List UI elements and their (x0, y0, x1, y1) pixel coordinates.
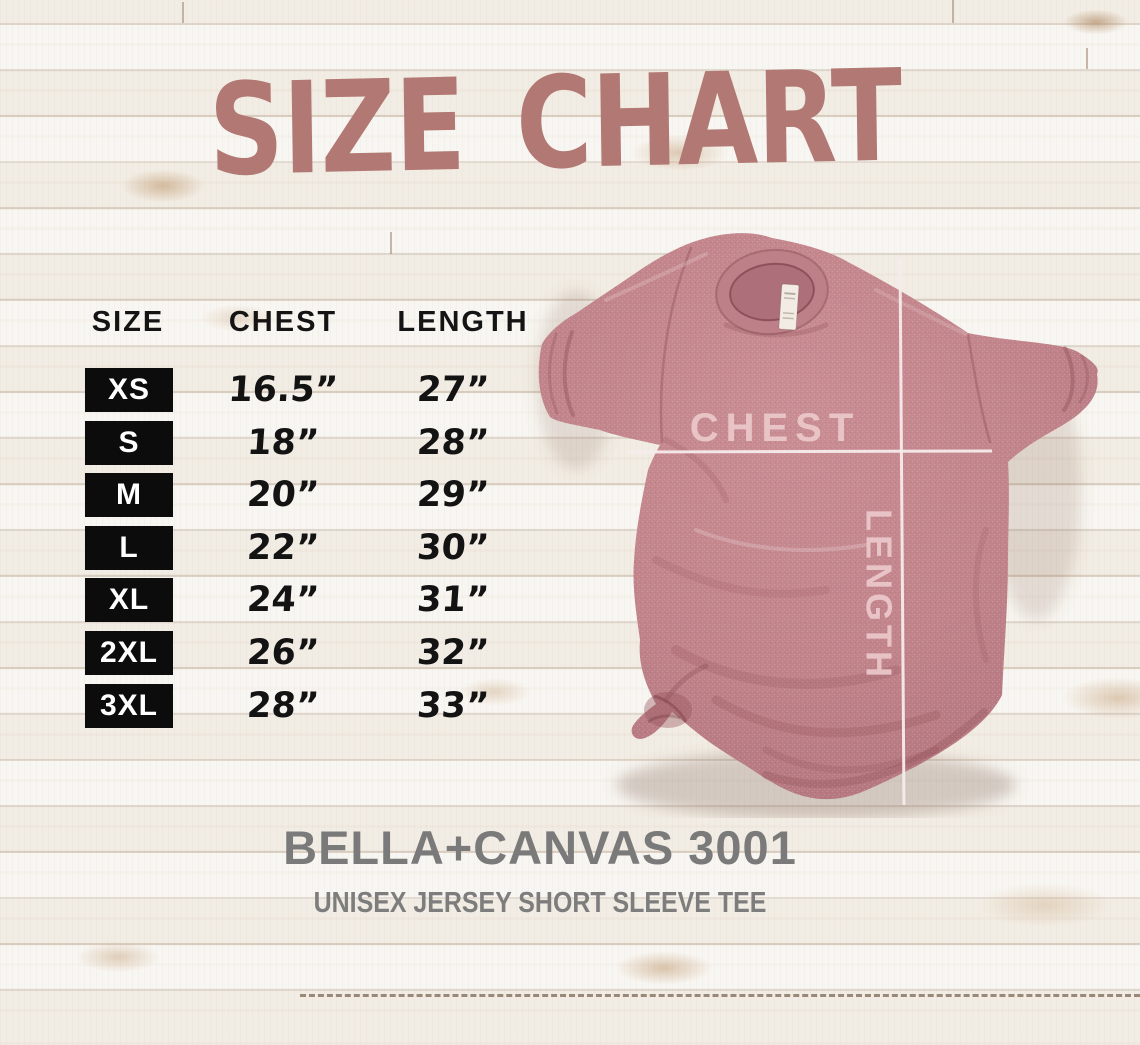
chest-cell: 22” (245, 527, 321, 568)
brand-name: BELLA+CANVAS 3001 (283, 821, 797, 874)
chest-cell: 16.5” (226, 370, 340, 410)
length-cell: 29” (415, 475, 491, 516)
length-cell: 28” (415, 422, 491, 463)
chest-measure-line (627, 449, 993, 454)
wood-board-joint (952, 0, 954, 23)
size-cell: XS (85, 368, 173, 412)
column-header-chest: CHEST (228, 306, 338, 338)
wood-board-joint (182, 2, 184, 23)
chest-cell: 26” (245, 632, 321, 673)
table-row: 2XL 26” 32” (58, 627, 558, 680)
length-cell: 27” (415, 370, 491, 410)
size-cell: 3XL (85, 683, 173, 728)
length-measure-line (898, 257, 906, 806)
size-cell: 2XL (85, 630, 173, 675)
measurement-overlay: CHEST LENGTH (627, 257, 993, 806)
size-cell: L (85, 525, 173, 570)
length-label: LENGTH (858, 509, 899, 681)
table-row: 3XL 28” 33” (58, 680, 558, 733)
size-table: SIZE CHEST LENGTH XS 16.5” 27” S 18” 28”… (58, 300, 558, 728)
neck-tag (778, 283, 800, 331)
column-header-size: SIZE (91, 306, 165, 338)
tshirt-photo: CHEST LENGTH (536, 233, 1098, 818)
length-cell: 32” (415, 632, 491, 673)
size-cell: XL (85, 578, 173, 623)
size-cell: S (85, 420, 173, 465)
length-cell: 33” (415, 685, 491, 726)
chest-cell: 18” (245, 422, 321, 463)
table-row: L 22” 30” (58, 522, 558, 575)
length-cell: 31” (415, 580, 491, 621)
wood-board-joint (1086, 48, 1088, 69)
table-row: XL 24” 31” (58, 574, 558, 627)
table-row: S 18” 28” (58, 417, 558, 470)
chest-label: CHEST (690, 406, 861, 450)
table-header-row: SIZE CHEST LENGTH (58, 300, 558, 344)
size-cell: M (85, 473, 173, 518)
wood-board-joint (390, 232, 392, 254)
table-row: XS 16.5” 27” (58, 364, 558, 417)
chest-cell: 28” (245, 685, 321, 726)
chest-cell: 20” (245, 475, 321, 516)
wood-plank-seam (300, 994, 1140, 997)
footer: BELLA+CANVAS 3001 UNISEX JERSEY SHORT SL… (0, 820, 1080, 920)
page-title: SIZE CHART (207, 41, 903, 205)
tshirt-body (538, 233, 1098, 800)
table-body: XS 16.5” 27” S 18” 28” M 20” 29” L 22” 3… (58, 364, 558, 732)
hem-knot (644, 692, 692, 728)
product-name: UNISEX JERSEY SHORT SLEEVE TEE (313, 887, 767, 919)
table-row: M 20” 29” (58, 469, 558, 522)
chest-cell: 24” (245, 580, 321, 621)
column-header-length: LENGTH (397, 306, 529, 338)
length-cell: 30” (415, 527, 491, 568)
fabric-wrinkles (547, 246, 1089, 788)
